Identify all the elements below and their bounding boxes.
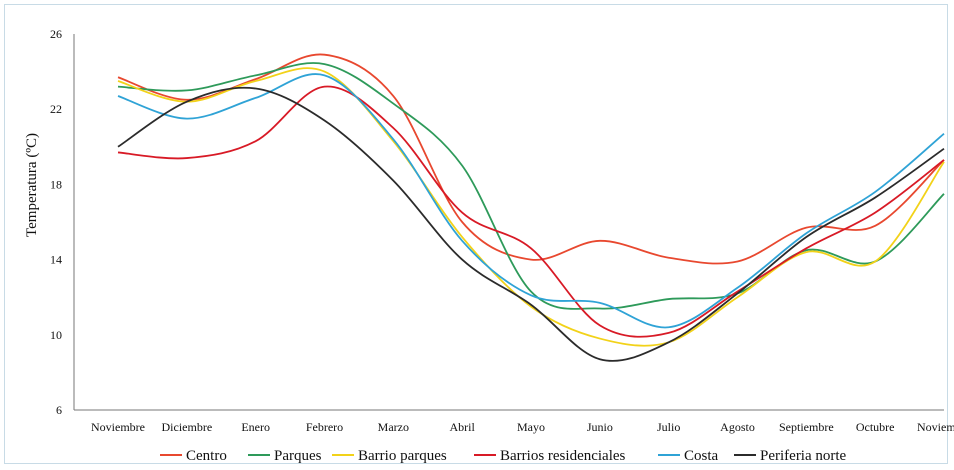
x-tick-label: Abril xyxy=(449,420,475,434)
legend-item-barrios-residenciales: Barrios residenciales xyxy=(474,448,626,464)
legend-label: Barrio parques xyxy=(358,448,447,464)
x-tick-label: Septiembre xyxy=(779,420,834,434)
series-line-costa xyxy=(118,74,944,327)
legend-label: Parques xyxy=(274,448,322,464)
axes xyxy=(74,34,944,410)
legend-label: Barrios residenciales xyxy=(500,448,626,464)
legend-item-centro: Centro xyxy=(160,448,227,464)
x-tick-label: Noviembre xyxy=(917,420,954,434)
legend-item-periferia-norte: Periferia norte xyxy=(734,448,847,464)
legend-item-parques: Parques xyxy=(248,448,322,464)
x-tick-labels: Noviembre Diciembre Enero Febrero Marzo Abril… xyxy=(91,420,954,434)
y-tick-label: 26 xyxy=(50,27,62,41)
series-line-parques xyxy=(118,63,944,309)
legend-item-barrio-parques: Barrio parques xyxy=(332,448,447,464)
x-tick-label: Enero xyxy=(241,420,270,434)
legend-item-costa: Costa xyxy=(658,448,719,464)
y-tick-label: 14 xyxy=(50,253,62,267)
series-line-barrios-residenciales xyxy=(118,86,944,336)
legend: Centro Parques Barrio parques Barrios resid… xyxy=(160,448,847,464)
y-tick-label: 6 xyxy=(56,403,62,417)
y-tick-label: 22 xyxy=(50,102,62,116)
y-tick-label: 10 xyxy=(50,328,62,342)
legend-label: Periferia norte xyxy=(760,448,847,464)
x-tick-label: Junio xyxy=(587,420,613,434)
legend-label: Centro xyxy=(186,448,227,464)
y-axis-label: Temperatura (ºC) xyxy=(24,133,40,237)
x-tick-label: Noviembre xyxy=(91,420,145,434)
x-tick-label: Octubre xyxy=(856,420,895,434)
x-tick-label: Marzo xyxy=(378,420,409,434)
x-tick-label: Agosto xyxy=(720,420,755,434)
x-tick-label: Julio xyxy=(657,420,680,434)
y-tick-labels: 6 10 14 18 22 26 xyxy=(50,27,62,417)
x-tick-label: Febrero xyxy=(306,420,343,434)
y-tick-label: 18 xyxy=(50,177,62,191)
legend-label: Costa xyxy=(684,448,719,464)
series-lines xyxy=(118,54,944,361)
x-tick-label: Mayo xyxy=(517,420,545,434)
x-tick-label: Diciembre xyxy=(162,420,213,434)
